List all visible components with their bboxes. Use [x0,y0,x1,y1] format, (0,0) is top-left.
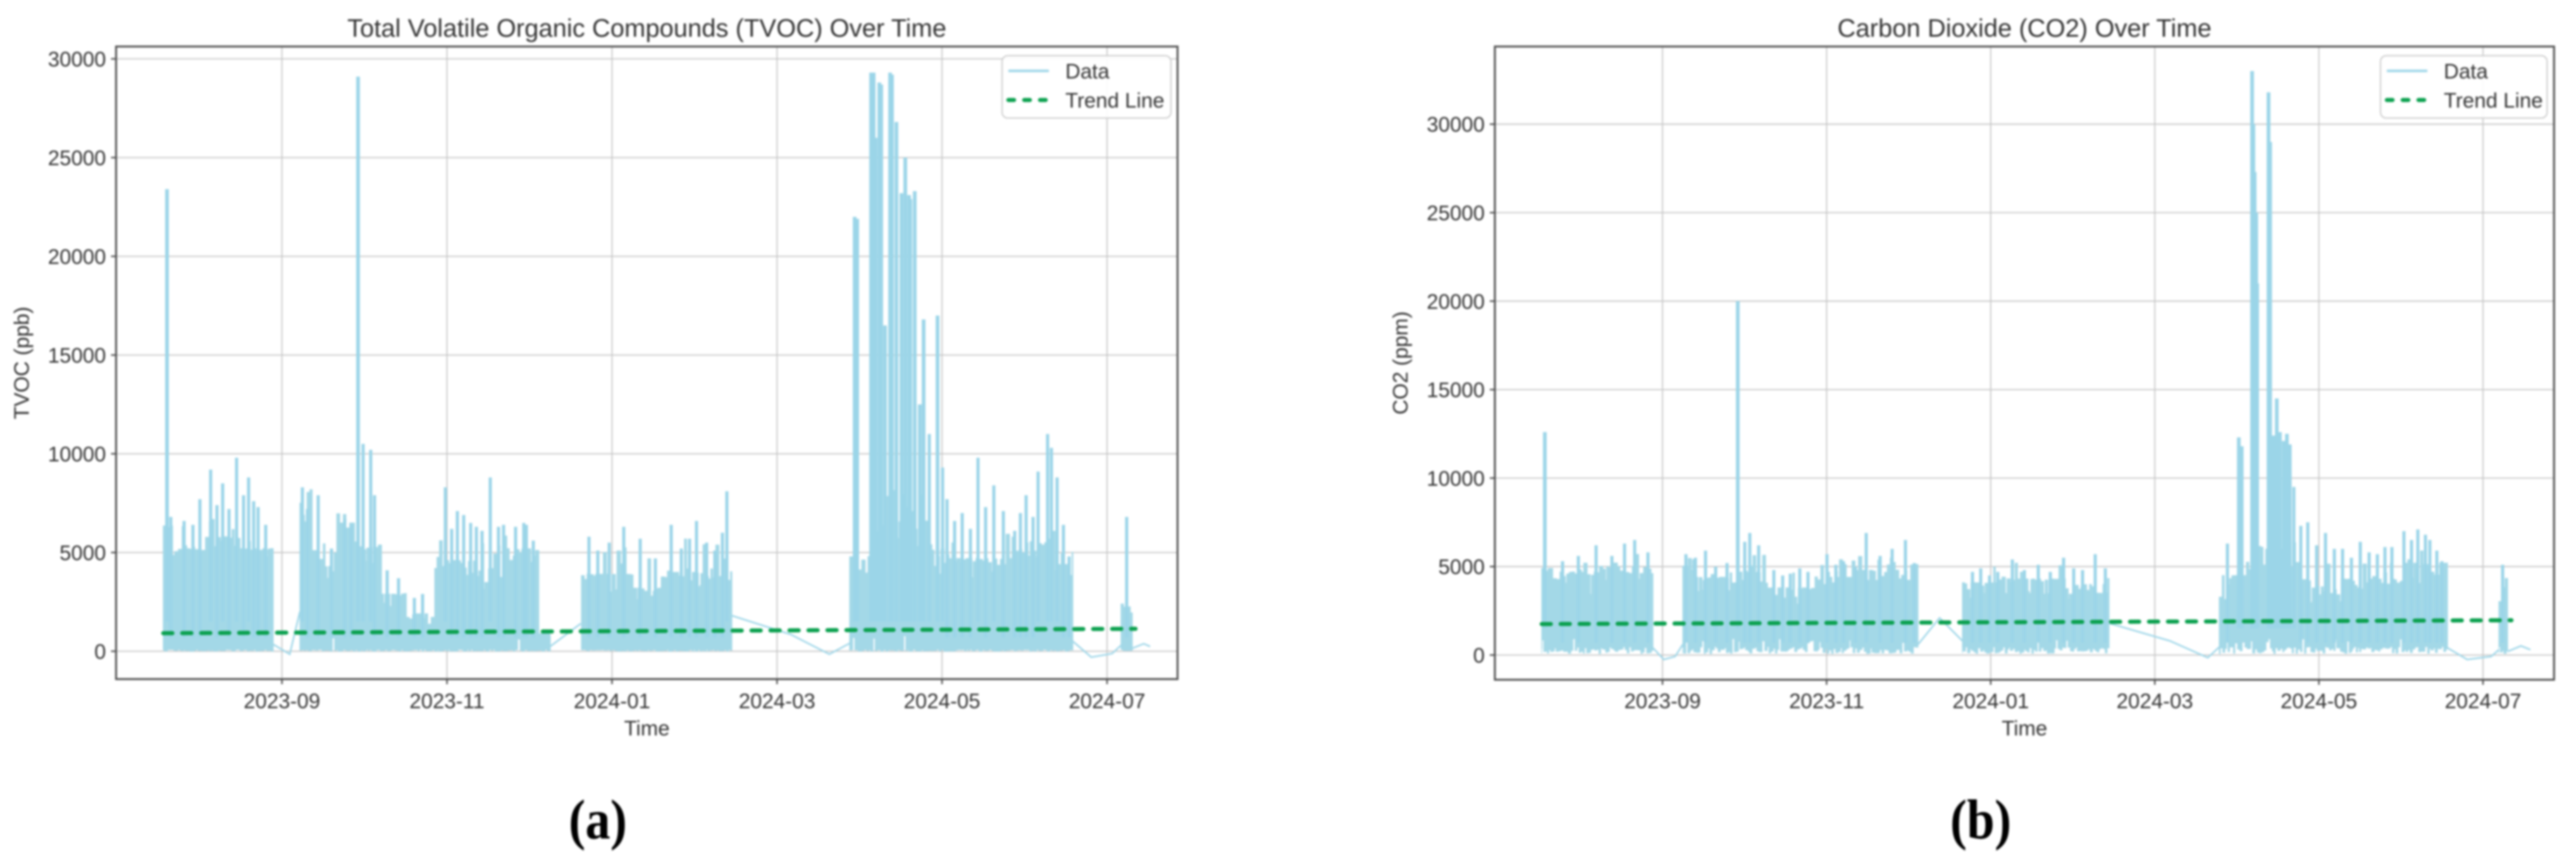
svg-text:2024-01: 2024-01 [574,689,650,713]
svg-text:2024-07: 2024-07 [2444,689,2521,713]
svg-text:2023-11: 2023-11 [1789,689,1864,713]
svg-text:2024-03: 2024-03 [739,689,815,713]
svg-text:2024-05: 2024-05 [2281,689,2357,713]
svg-text:2023-09: 2023-09 [1624,689,1700,713]
svg-text:Time: Time [2002,716,2047,740]
svg-text:2024-05: 2024-05 [904,689,981,713]
svg-text:Trend Line: Trend Line [2444,89,2543,112]
svg-text:CO2 (ppm): CO2 (ppm) [1389,311,1412,415]
svg-text:30000: 30000 [1427,113,1485,136]
svg-text:20000: 20000 [48,245,106,268]
svg-text:25000: 25000 [48,146,106,170]
svg-text:15000: 15000 [48,344,106,367]
svg-text:2024-03: 2024-03 [2117,689,2193,713]
svg-text:20000: 20000 [1427,290,1485,313]
svg-text:Total Volatile Organic Compoun: Total Volatile Organic Compounds (TVOC) … [347,15,946,42]
svg-text:25000: 25000 [1427,201,1485,225]
svg-text:(a): (a) [569,789,627,851]
svg-text:10000: 10000 [1427,466,1485,490]
svg-text:15000: 15000 [1427,378,1485,402]
svg-text:5000: 5000 [1439,555,1485,578]
svg-text:10000: 10000 [48,442,106,466]
svg-text:Trend Line: Trend Line [1065,89,1165,112]
svg-text:(b): (b) [1950,789,2012,851]
svg-text:Carbon Dioxide (CO2) Over Time: Carbon Dioxide (CO2) Over Time [1838,15,2212,42]
svg-text:Time: Time [624,716,669,740]
svg-text:2023-11: 2023-11 [409,689,485,713]
svg-text:2024-01: 2024-01 [1952,689,2029,713]
svg-text:Data: Data [1065,59,1110,83]
svg-text:30000: 30000 [48,47,106,71]
svg-text:0: 0 [94,640,106,663]
svg-text:2023-09: 2023-09 [244,689,320,713]
svg-text:5000: 5000 [59,541,106,565]
svg-text:Data: Data [2444,59,2488,83]
svg-text:2024-07: 2024-07 [1068,689,1145,713]
svg-text:0: 0 [1473,644,1485,667]
svg-text:TVOC (ppb): TVOC (ppb) [10,307,34,420]
